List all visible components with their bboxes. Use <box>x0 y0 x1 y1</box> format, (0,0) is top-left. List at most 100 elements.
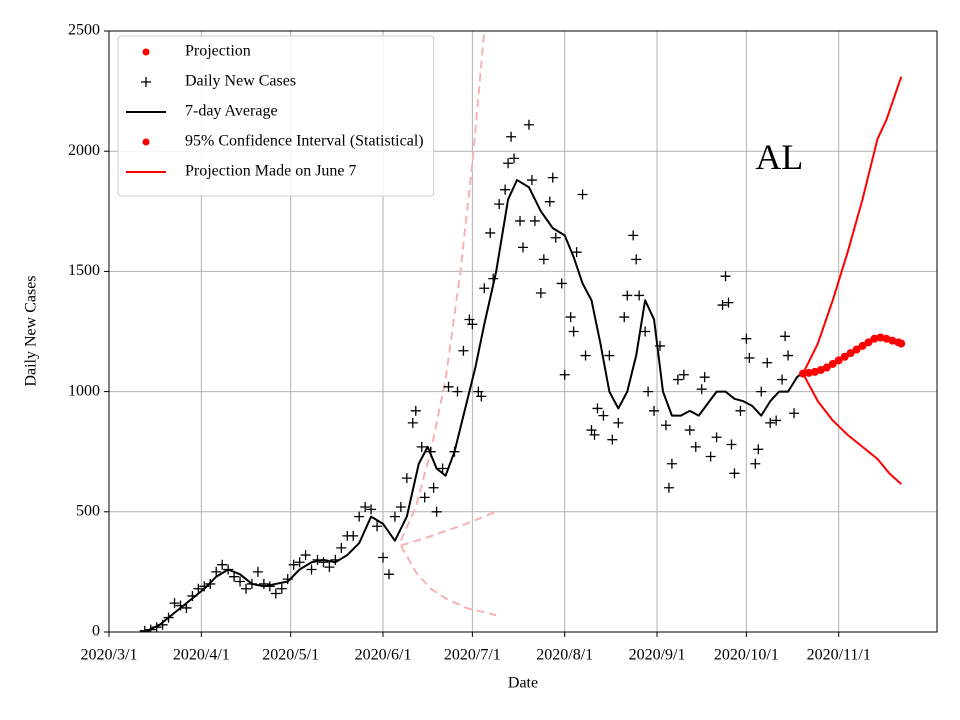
case-point <box>690 441 701 452</box>
annotation: AL <box>755 137 803 177</box>
case-point <box>750 458 761 469</box>
case-point <box>229 571 240 582</box>
series-line <box>802 373 902 485</box>
case-point <box>663 482 674 493</box>
case-point <box>580 350 591 361</box>
case-point <box>425 446 436 457</box>
case-point <box>324 562 335 573</box>
case-point <box>538 254 549 265</box>
case-point <box>458 345 469 356</box>
x-tick-label: 2020/10/1 <box>714 647 779 664</box>
case-point <box>619 312 630 323</box>
case-point <box>235 576 246 587</box>
projection-point <box>870 334 879 343</box>
case-point <box>241 583 252 594</box>
case-point <box>711 432 722 443</box>
case-point <box>383 569 394 580</box>
case-point <box>389 511 400 522</box>
case-point <box>300 550 311 561</box>
legend-label: Projection <box>185 43 251 60</box>
y-tick-label: 500 <box>76 502 100 519</box>
case-point <box>151 622 162 632</box>
case-point <box>735 405 746 416</box>
case-point <box>604 350 615 361</box>
case-point <box>336 542 347 553</box>
case-point <box>741 333 752 344</box>
case-point <box>515 215 526 226</box>
x-tick-label: 2020/4/1 <box>173 647 230 664</box>
series-line <box>802 76 903 375</box>
case-point <box>577 189 588 200</box>
y-tick-label: 1500 <box>68 262 100 279</box>
case-point <box>592 403 603 414</box>
case-point <box>571 247 582 258</box>
case-point <box>672 374 683 385</box>
case-point <box>467 319 478 330</box>
case-point <box>395 501 406 512</box>
case-point <box>181 602 192 613</box>
projection-point <box>834 356 843 365</box>
case-point <box>720 271 731 282</box>
case-point <box>523 119 534 130</box>
case-point <box>723 297 734 308</box>
case-point <box>494 199 505 210</box>
case-point <box>547 172 558 183</box>
case-point <box>157 619 168 630</box>
case-point <box>556 278 567 289</box>
case-point <box>452 386 463 397</box>
case-point <box>789 408 800 419</box>
x-tick-label: 2020/3/1 <box>81 647 138 664</box>
case-point <box>705 451 716 462</box>
case-point <box>660 420 671 431</box>
case-point <box>640 326 651 337</box>
case-point <box>655 340 666 351</box>
case-point <box>529 215 540 226</box>
case-point <box>780 331 791 342</box>
case-point <box>476 391 487 402</box>
case-point <box>631 254 642 265</box>
case-point <box>535 288 546 299</box>
case-point <box>500 184 511 195</box>
case-point <box>449 446 460 457</box>
case-point <box>276 583 287 594</box>
case-point <box>246 578 257 589</box>
case-point <box>348 530 359 541</box>
case-point <box>503 158 514 169</box>
case-point <box>360 501 371 512</box>
case-point <box>544 196 555 207</box>
case-point <box>428 482 439 493</box>
case-point <box>628 230 639 241</box>
y-axis-label: Daily New Cases <box>23 275 40 386</box>
case-point <box>145 624 156 632</box>
case-point <box>419 492 430 503</box>
y-tick-label: 2000 <box>68 142 100 159</box>
case-point <box>187 590 198 601</box>
x-tick-label: 2020/7/1 <box>444 647 501 664</box>
projection-point <box>864 338 873 347</box>
projection-point <box>828 359 837 368</box>
case-point <box>378 552 389 563</box>
axes-frame <box>108 30 938 633</box>
x-tick-label: 2020/6/1 <box>355 647 412 664</box>
case-point <box>696 384 707 395</box>
case-point <box>506 131 517 142</box>
y-tick-label: 2500 <box>68 22 100 39</box>
case-point <box>372 521 383 532</box>
case-point <box>678 369 689 380</box>
case-point <box>312 554 323 565</box>
case-point <box>666 458 677 469</box>
case-point <box>410 405 421 416</box>
case-point <box>163 612 174 623</box>
y-tick-label: 0 <box>92 623 100 640</box>
case-point <box>306 564 317 575</box>
case-point <box>607 434 618 445</box>
case-point <box>252 566 263 577</box>
case-point <box>205 578 216 589</box>
legend-label: 95% Confidence Interval (Statistical) <box>185 133 424 150</box>
legend-label: Daily New Cases <box>185 73 296 90</box>
case-point <box>223 564 234 575</box>
case-point <box>407 417 418 428</box>
case-point <box>649 405 660 416</box>
case-point <box>169 598 180 609</box>
